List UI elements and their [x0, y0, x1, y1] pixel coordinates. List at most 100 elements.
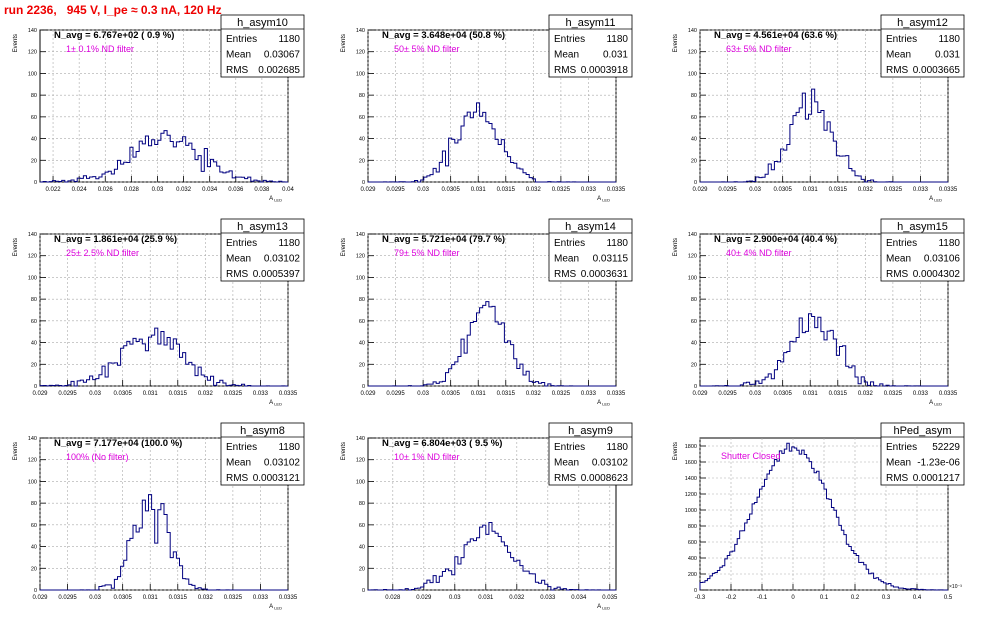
x-tick-label: 0.0335 — [279, 391, 298, 397]
y-axis-title: Events — [13, 238, 19, 256]
x-tick-label: 0.2 — [851, 595, 860, 601]
x-tick-label: 0.1 — [820, 595, 829, 601]
y-axis-title: Events — [673, 442, 679, 460]
x-tick-label: 0.03 — [152, 187, 164, 193]
x-tick-label: 0.0295 — [718, 391, 737, 397]
stats-label: RMS — [554, 269, 577, 280]
x-tick-label: 0.032 — [198, 595, 214, 601]
stats-value: 0.03102 — [264, 458, 301, 469]
x-tick-label: 0.0315 — [169, 391, 188, 397]
x-tick-label: 0.0335 — [607, 187, 626, 193]
x-axis-title: A LED — [269, 400, 282, 407]
y-tick-label: 0 — [34, 180, 37, 186]
filter-note: 1± 0.1% ND filter — [66, 44, 134, 54]
y-tick-label: 20 — [691, 158, 697, 164]
y-tick-label: 120 — [28, 50, 37, 56]
x-tick-label: 0.0315 — [829, 187, 848, 193]
x-tick-label: 0.0305 — [773, 391, 792, 397]
filter-note: 79± 5% ND filter — [394, 248, 459, 258]
stats-value: 0.0003121 — [253, 473, 301, 484]
y-tick-label: 80 — [691, 93, 697, 99]
x-tick-label: 0.031 — [143, 391, 159, 397]
x-tick-label: 0.0305 — [773, 187, 792, 193]
y-tick-label: 140 — [356, 232, 365, 238]
x-axis-title: A LED — [597, 400, 610, 407]
y-tick-label: 100 — [356, 275, 365, 281]
x-tick-label: 0.036 — [228, 187, 244, 193]
y-tick-label: 120 — [688, 50, 697, 56]
stats-value: 0.03102 — [264, 254, 301, 265]
x-axis-title: A LED — [929, 400, 942, 407]
stats-label: Mean — [886, 458, 911, 469]
x-tick-label: 0.04 — [282, 187, 294, 193]
y-tick-label: 40 — [691, 341, 697, 347]
stats-label: Entries — [226, 34, 257, 45]
x-tick-label: 0.032 — [176, 187, 192, 193]
x-tick-label: 0.0295 — [386, 187, 405, 193]
x-tick-label: 0.0335 — [279, 595, 298, 601]
x-tick-label: 0.3 — [882, 595, 891, 601]
y-tick-label: 20 — [359, 362, 365, 368]
x-tick-label: 0.033 — [253, 391, 269, 397]
stats-value: 0.03102 — [592, 458, 629, 469]
stats-box — [880, 218, 965, 282]
stats-label: Entries — [226, 442, 257, 453]
y-axis-title: Events — [341, 34, 347, 52]
stats-value: 0.0003918 — [581, 65, 629, 76]
y-tick-label: 60 — [31, 319, 37, 325]
stats-label: Mean — [226, 458, 251, 469]
stats-value: 0.03115 — [593, 254, 629, 265]
stats-value: 0.0001217 — [913, 473, 961, 484]
y-tick-label: 20 — [31, 362, 37, 368]
avg-label: N_avg = 7.177e+04 (100.0 %) — [54, 438, 182, 449]
x-tick-label: -0.3 — [695, 595, 706, 601]
stats-label: Mean — [226, 50, 251, 61]
histogram-line — [368, 301, 616, 387]
stats-value: 0.03067 — [264, 50, 301, 61]
stats-title: h_asym10 — [237, 17, 288, 29]
y-tick-label: 120 — [356, 50, 365, 56]
stats-label: Entries — [886, 238, 917, 249]
stats-value: -1.23e-06 — [917, 458, 960, 469]
x-tick-label: 0.0325 — [552, 391, 571, 397]
x-axis-title: A LED — [269, 604, 282, 611]
stats-label: Entries — [554, 34, 585, 45]
y-tick-label: 800 — [688, 524, 697, 530]
y-tick-label: 40 — [359, 137, 365, 143]
histogram-line — [39, 327, 288, 387]
histogram-panel-h_asym11: 0.029 0.0295 0.03 0.0305 0.031 0.0315 0.032 0.0… — [341, 14, 633, 203]
x-tick-label: 0.0325 — [884, 187, 903, 193]
y-tick-label: 60 — [691, 319, 697, 325]
y-tick-label: 120 — [356, 458, 365, 464]
stats-label: Mean — [554, 458, 579, 469]
x-tick-label: 0.031 — [471, 391, 487, 397]
x-tick-label: 0.03 — [417, 187, 429, 193]
y-tick-label: 100 — [356, 479, 365, 485]
y-tick-label: 140 — [356, 436, 365, 442]
y-tick-label: 0 — [34, 588, 37, 594]
histogram-line — [699, 442, 948, 591]
y-tick-label: 0 — [362, 384, 365, 390]
x-tick-label: 0.5 — [944, 595, 953, 601]
y-tick-label: 80 — [359, 93, 365, 99]
x-tick-label: 0.0335 — [607, 391, 626, 397]
x-tick-label: 0.032 — [858, 187, 874, 193]
x-tick-label: 0 — [791, 595, 795, 601]
stats-title: h_asym12 — [897, 17, 948, 29]
stats-value: 0.0003631 — [581, 269, 629, 280]
filter-note: 50± 5% ND filter — [394, 44, 459, 54]
stats-box — [548, 218, 633, 282]
x-axis-title: A LED — [929, 196, 942, 203]
stats-label: Entries — [554, 238, 585, 249]
stats-value: 0.0008623 — [581, 473, 629, 484]
x-tick-label: 0.0315 — [497, 187, 516, 193]
avg-label: N_avg = 5.721e+04 (79.7 %) — [382, 234, 505, 245]
y-tick-label: 80 — [359, 501, 365, 507]
x-tick-label: 0.028 — [385, 595, 401, 601]
x-tick-label: 0.033 — [540, 595, 556, 601]
y-tick-label: 0 — [694, 588, 697, 594]
x-tick-label: 0.029 — [692, 187, 708, 193]
avg-label: N_avg = 1.861e+04 (25.9 %) — [54, 234, 177, 245]
y-tick-label: 40 — [31, 341, 37, 347]
y-tick-label: 600 — [688, 540, 697, 546]
